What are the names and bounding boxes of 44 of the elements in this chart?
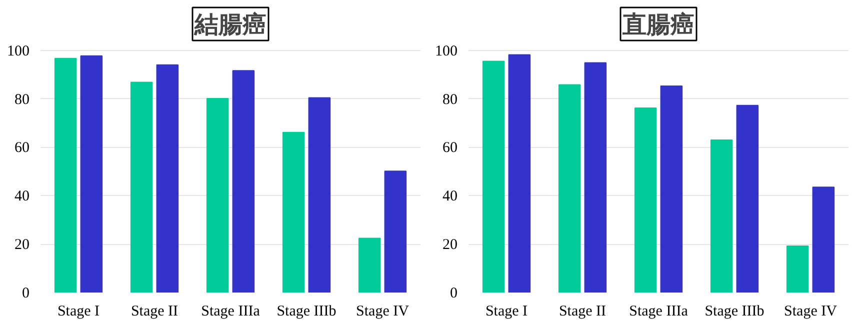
bar xyxy=(80,55,103,292)
bar xyxy=(584,62,607,292)
bar xyxy=(558,84,581,292)
x-tick-label: Stage II xyxy=(130,304,178,320)
y-tick-label: 80 xyxy=(442,92,458,108)
bar xyxy=(786,246,809,292)
x-tick-label: Stage I xyxy=(57,304,100,320)
y-tick-label: 20 xyxy=(14,237,30,254)
y-tick-label: 0 xyxy=(22,286,30,302)
x-tick-label: Stage IIIb xyxy=(276,304,336,320)
x-tick-label: Stage II xyxy=(558,304,606,320)
bar xyxy=(54,58,77,292)
bar xyxy=(282,132,305,292)
y-tick-label: 40 xyxy=(14,188,30,205)
bar xyxy=(358,238,381,292)
x-tick-label: Stage IIIa xyxy=(629,304,688,320)
bar xyxy=(812,186,835,292)
y-tick-label: 60 xyxy=(442,140,458,156)
y-tick-label: 20 xyxy=(442,237,458,254)
bar xyxy=(508,54,531,292)
x-tick-label: Stage IV xyxy=(784,304,838,320)
y-tick-label: 100 xyxy=(435,43,458,60)
bar xyxy=(384,170,407,292)
x-tick-label: Stage IIIb xyxy=(704,304,764,320)
chart-title: 結腸癌 xyxy=(194,10,266,38)
bar xyxy=(206,98,229,292)
y-tick-label: 80 xyxy=(14,92,30,108)
bar xyxy=(482,60,505,292)
y-tick-label: 40 xyxy=(442,188,458,205)
bar xyxy=(710,139,733,292)
x-tick-label: Stage I xyxy=(485,304,528,320)
y-tick-label: 0 xyxy=(450,286,458,302)
bar xyxy=(156,64,179,292)
y-tick-label: 60 xyxy=(14,140,30,156)
bar xyxy=(130,82,153,292)
chart-title: 直腸癌 xyxy=(622,10,694,38)
bar xyxy=(232,70,255,292)
bar xyxy=(308,97,331,292)
y-tick-label: 100 xyxy=(7,43,30,60)
x-tick-label: Stage IV xyxy=(356,304,410,320)
bar xyxy=(736,104,759,292)
bar xyxy=(660,85,683,292)
x-tick-label: Stage IIIa xyxy=(201,304,260,320)
bar xyxy=(634,107,657,292)
